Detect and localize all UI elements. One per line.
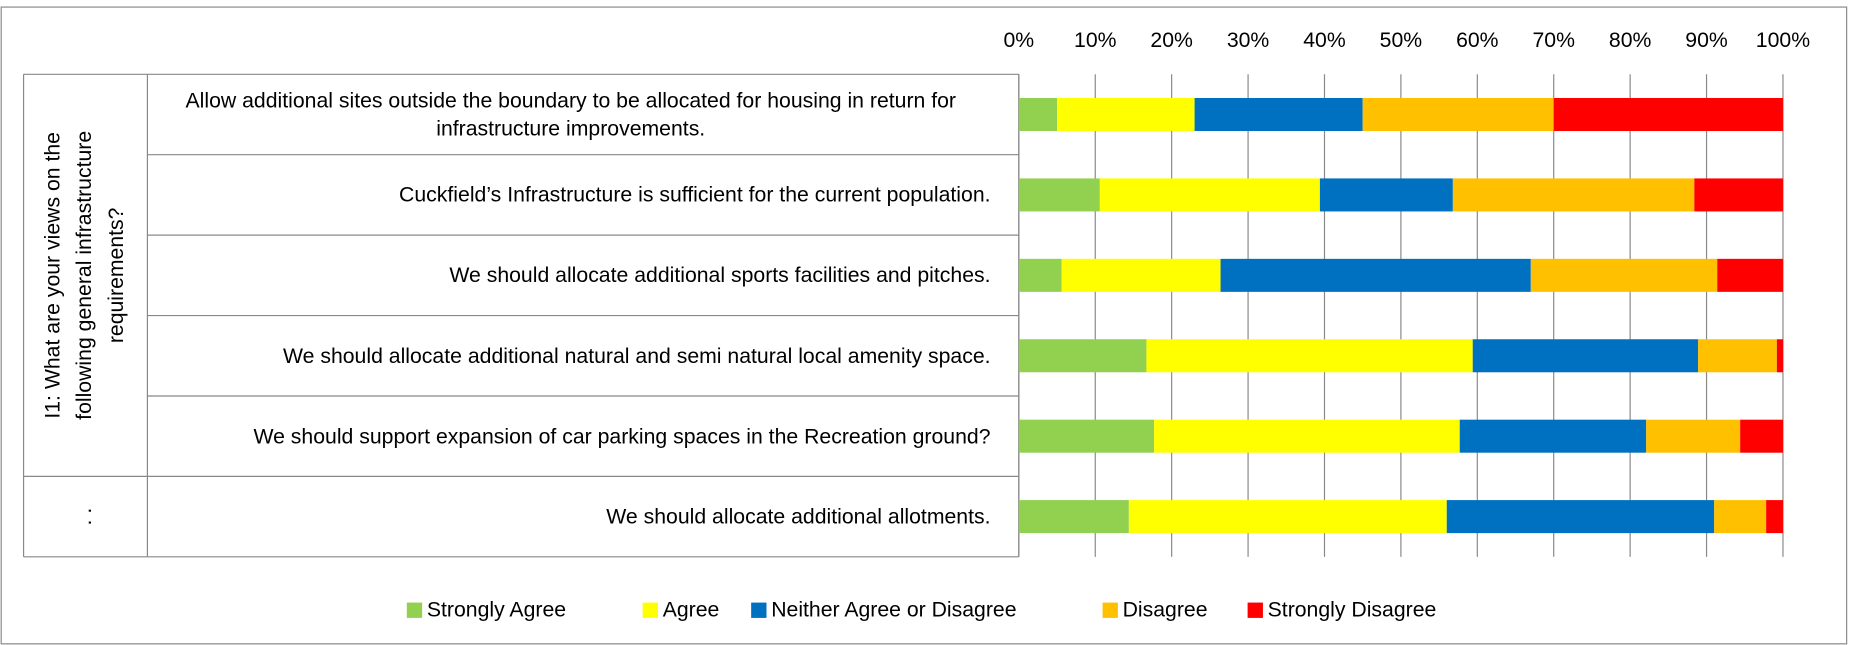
legend-label: Strongly Agree (427, 598, 566, 621)
legend-swatch (1247, 602, 1263, 618)
bar-segment (1146, 339, 1473, 373)
bar-segment (1220, 258, 1531, 292)
bar-segment (1099, 178, 1320, 212)
bar-segment (1698, 339, 1777, 373)
x-tick-label: 90% (1685, 29, 1728, 52)
x-tick-label: 60% (1456, 29, 1499, 52)
bar-segment (1530, 258, 1718, 292)
bar-segment (1472, 339, 1699, 373)
legend-label: Disagree (1123, 598, 1208, 621)
bar-segment (1776, 339, 1783, 373)
bar-segment (1018, 258, 1062, 292)
legend-swatch (1102, 602, 1118, 618)
x-tick-label: 30% (1227, 29, 1270, 52)
group-label: following general infrastructure (73, 131, 96, 420)
bar-segment (1194, 97, 1363, 132)
category-label-box: Allow additional sites outside the bound… (147, 74, 990, 154)
bar-segment (1018, 419, 1155, 453)
bar-segment (1714, 500, 1767, 534)
x-tick-label: 10% (1074, 29, 1117, 52)
group-label: requirements? (105, 207, 128, 343)
bar-segment (1646, 419, 1741, 453)
group-label: I1: What are your views on the (41, 132, 64, 419)
bar-segment (1694, 178, 1783, 212)
y-tick-label: We should allocate additional natural an… (282, 343, 991, 368)
legend-swatch (751, 602, 767, 618)
y-tick-label: Allow additional sites outside the bound… (185, 88, 956, 141)
bar-segment (1018, 339, 1147, 373)
bar-segment (1740, 419, 1783, 453)
bar-segment (1553, 97, 1783, 132)
x-tick-label: 100% (1756, 29, 1810, 52)
legend-label: Strongly Disagree (1268, 598, 1437, 621)
x-tick-label: 80% (1609, 29, 1652, 52)
legend-label: Neither Agree or Disagree (771, 598, 1016, 621)
bar-segment (1061, 258, 1221, 292)
bar-segment (1717, 258, 1783, 292)
bar-segment (1154, 419, 1460, 453)
bar-segment (1766, 500, 1783, 534)
legend-swatch (642, 602, 658, 618)
bar-segment (1018, 178, 1100, 212)
category-label-box: Cuckfield’s Infrastructure is sufficient… (147, 155, 990, 235)
category-label-box: We should support expansion of car parki… (147, 396, 990, 476)
bar-segment (1128, 500, 1447, 534)
y-tick-label: We should allocate additional allotments… (606, 504, 991, 529)
bar-segment (1362, 97, 1554, 132)
x-tick-label: 20% (1150, 29, 1193, 52)
category-label-box: We should allocate additional sports fac… (147, 235, 990, 315)
group-label: . . (73, 508, 96, 526)
bar-segment (1018, 500, 1129, 534)
x-tick-label: 70% (1532, 29, 1575, 52)
bar-segment (1459, 419, 1647, 453)
y-tick-label: We should support expansion of car parki… (253, 424, 991, 448)
x-tick-label: 0% (1004, 29, 1035, 52)
bar-segment (1319, 178, 1453, 212)
legend-label: Agree (663, 598, 720, 621)
y-tick-label: We should allocate additional sports fac… (449, 263, 991, 288)
bar-segment (1446, 500, 1715, 534)
x-tick-label: 50% (1380, 29, 1423, 52)
category-label-box: We should allocate additional natural an… (147, 316, 991, 396)
x-tick-label: 40% (1303, 29, 1346, 52)
bar-segment (1018, 97, 1058, 132)
category-label-box: We should allocate additional allotments… (147, 476, 990, 556)
y-tick-label: Cuckfield’s Infrastructure is sufficient… (399, 182, 991, 207)
legend-swatch (406, 602, 423, 618)
bar-segment (1057, 97, 1195, 132)
bar-segment (1452, 178, 1695, 212)
